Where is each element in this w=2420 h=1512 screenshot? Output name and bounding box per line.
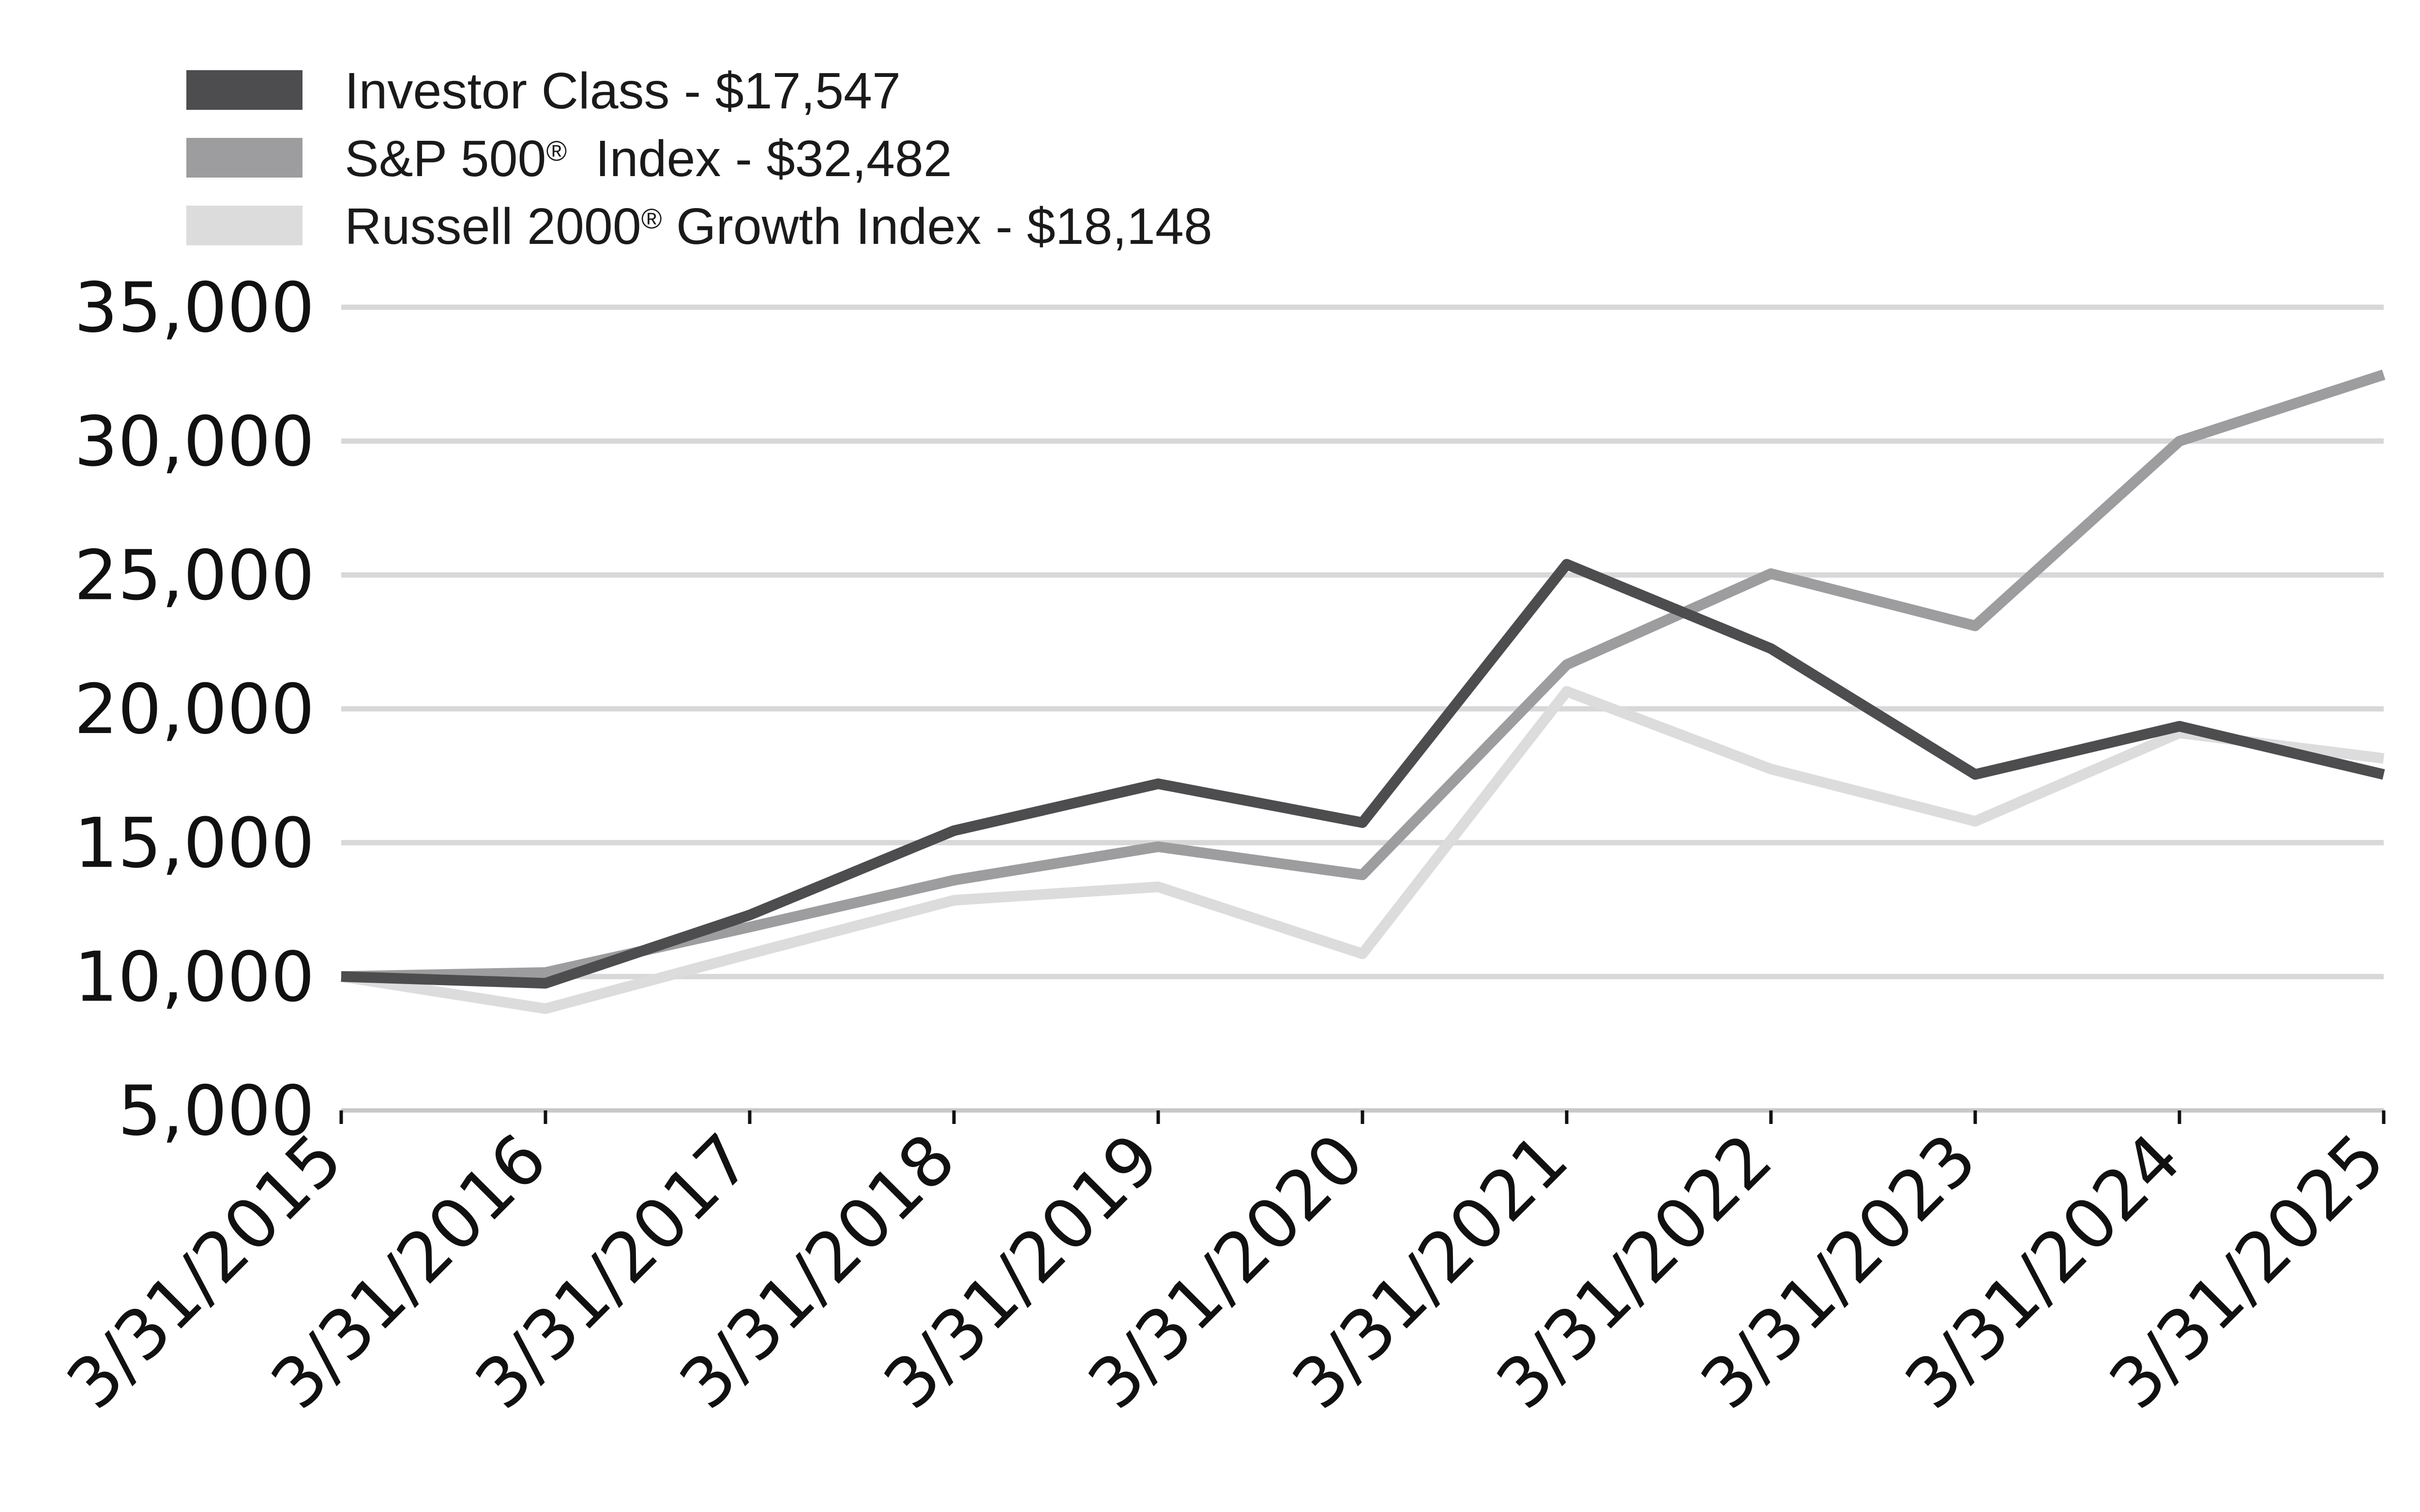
legend-label-investor-class: Investor Class - $17,547 xyxy=(345,62,901,120)
y-tick-label: 25,000 xyxy=(74,536,315,615)
gridlines xyxy=(341,304,2384,979)
y-tick-label: 20,000 xyxy=(74,670,315,749)
series-line-investor-class xyxy=(341,559,2385,989)
y-tick-label: 30,000 xyxy=(74,402,315,482)
series-line-sp500 xyxy=(341,369,2386,982)
legend-swatch-investor-class xyxy=(186,70,302,110)
legend-item-sp500: S&P 500® Index - $32,482 xyxy=(186,130,952,187)
y-tick-label: 15,000 xyxy=(74,804,315,883)
legend-swatch-russell-2000-growth xyxy=(186,206,302,245)
y-axis: 5,000 10,000 15,000 20,000 25,000 30,000 35,00… xyxy=(74,268,315,1151)
legend-label-sp500: S&P 500® Index - $32,482 xyxy=(345,130,952,187)
legend-item-investor-class: Investor Class - $17,547 xyxy=(186,62,901,120)
y-tick-label: 5,000 xyxy=(118,1071,315,1151)
legend-swatch-sp500 xyxy=(186,138,302,178)
legend: Investor Class - $17,547 S&P 500® Index … xyxy=(186,62,1212,255)
series-line-russell-2000-growth xyxy=(340,686,2385,1014)
x-axis: 3/31/20153/31/20163/31/20173/31/20183/31… xyxy=(52,1108,2400,1424)
series-lines xyxy=(340,369,2386,1014)
legend-label-russell-2000-growth: Russell 2000® Growth Index - $18,148 xyxy=(345,198,1212,255)
legend-item-russell-2000-growth: Russell 2000® Growth Index - $18,148 xyxy=(186,198,1212,255)
y-tick-label: 10,000 xyxy=(74,937,315,1017)
y-tick-label: 35,000 xyxy=(74,268,315,348)
